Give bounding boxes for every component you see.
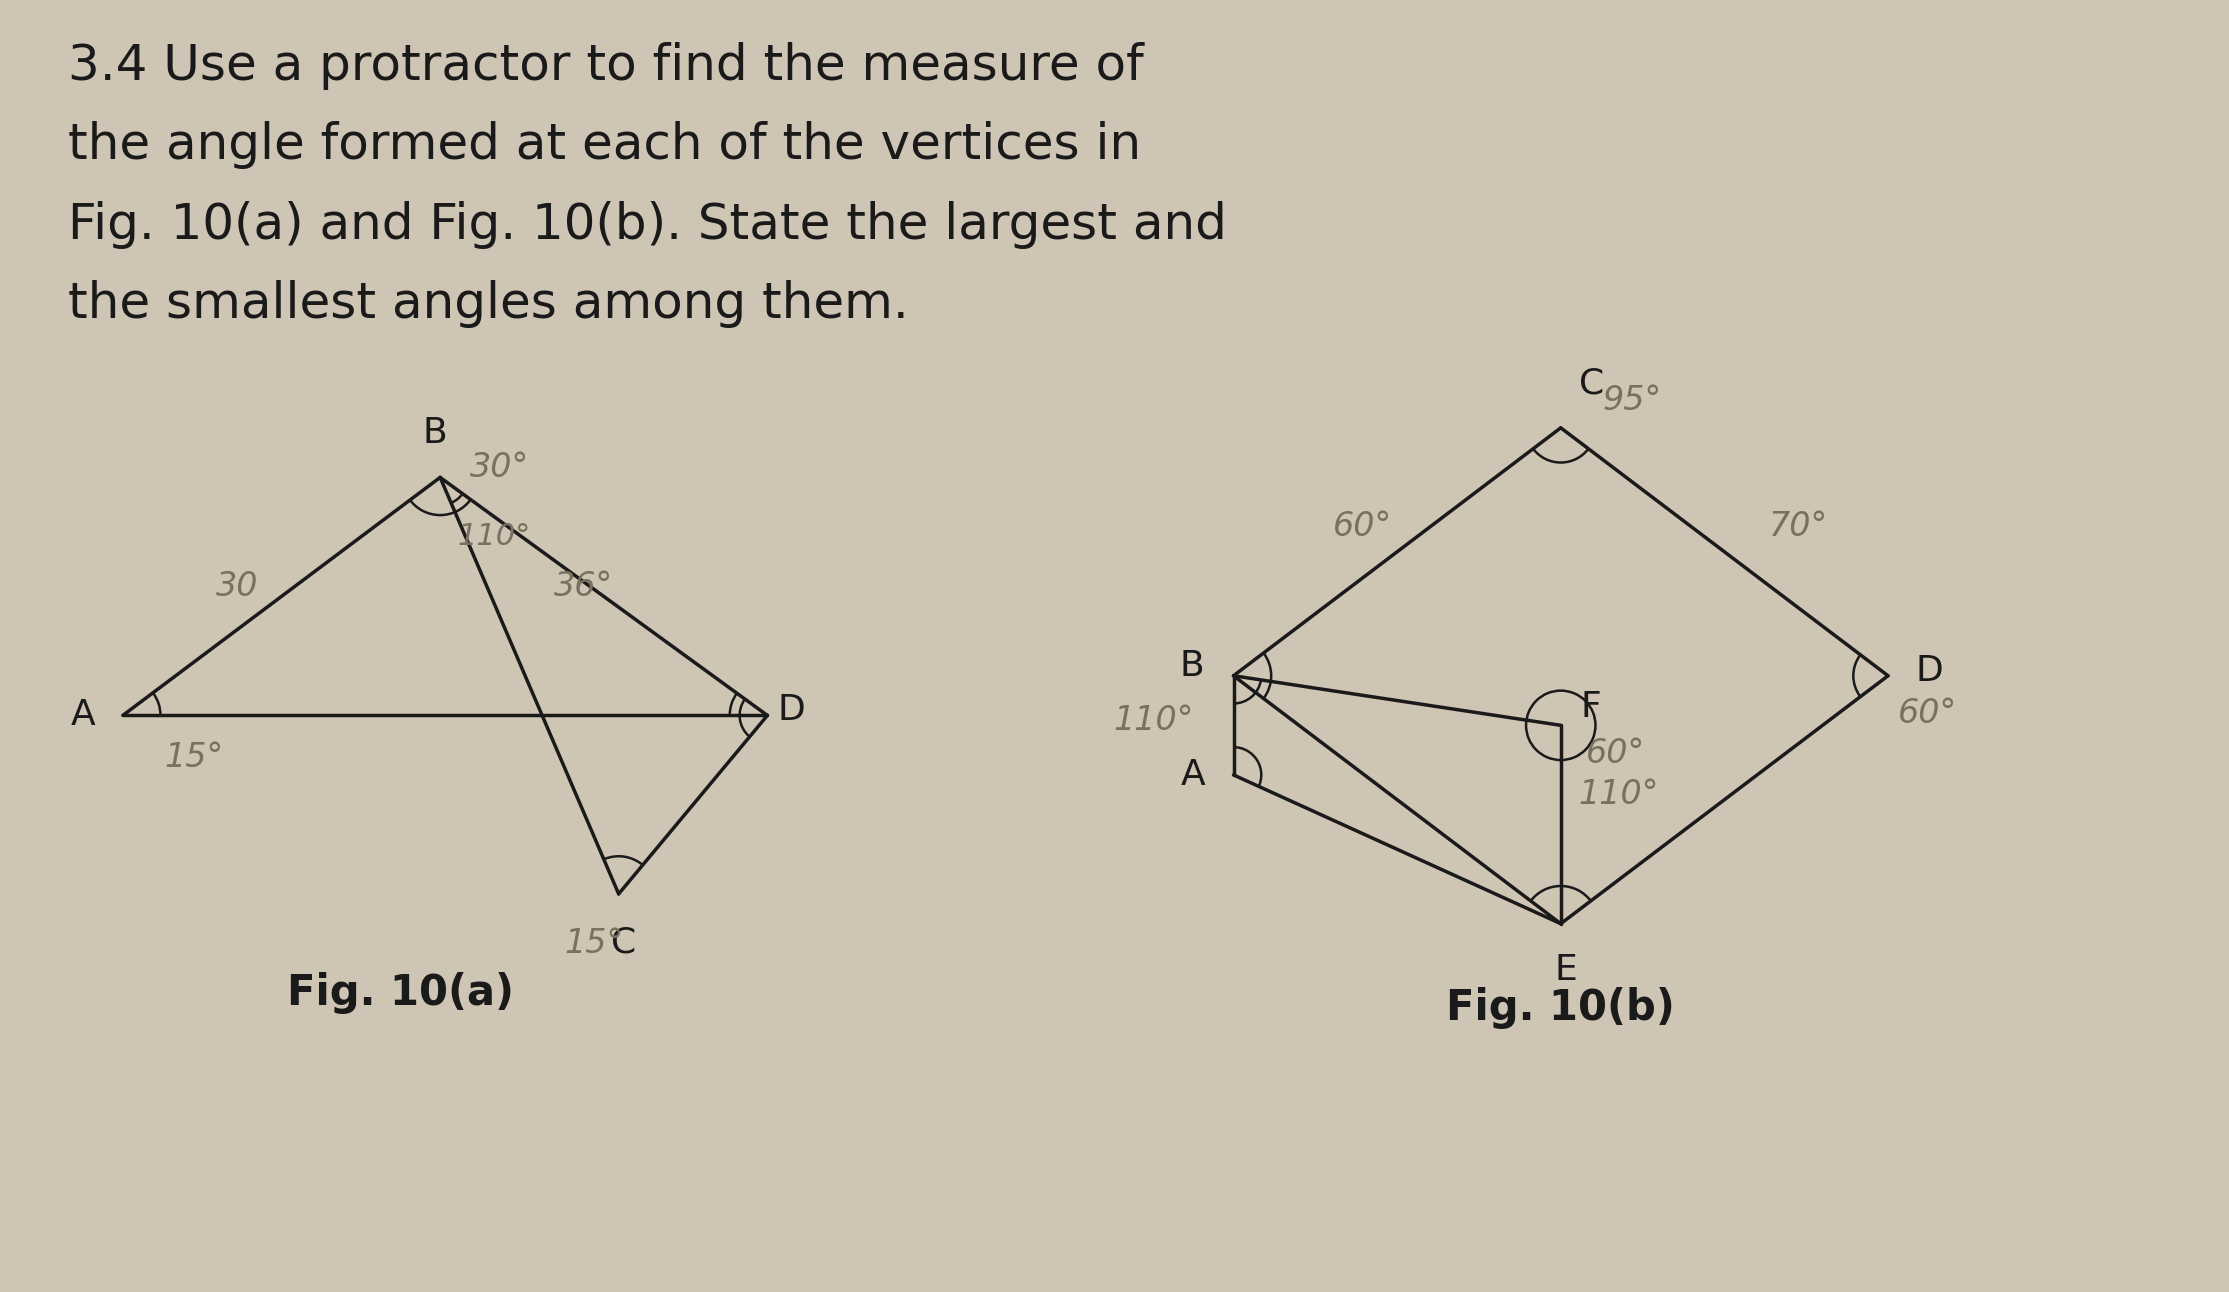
Text: 70°: 70° [1770, 510, 1828, 544]
Text: 110°: 110° [1112, 704, 1195, 736]
Text: 3.4 Use a protractor to find the measure of: 3.4 Use a protractor to find the measure… [69, 41, 1143, 90]
Text: 30: 30 [216, 570, 259, 603]
Text: F: F [1580, 690, 1600, 725]
Text: A: A [71, 699, 96, 733]
Text: the smallest angles among them.: the smallest angles among them. [69, 280, 909, 328]
Text: 36°: 36° [555, 570, 613, 603]
Text: D: D [778, 694, 805, 727]
Text: 60°: 60° [1897, 696, 1957, 730]
Text: 60°: 60° [1585, 736, 1645, 770]
Text: B: B [424, 416, 448, 450]
Text: Fig. 10(b): Fig. 10(b) [1447, 987, 1676, 1028]
Text: Fig. 10(a): Fig. 10(a) [288, 972, 515, 1014]
Text: the angle formed at each of the vertices in: the angle formed at each of the vertices… [69, 121, 1141, 169]
Text: C: C [1578, 366, 1605, 401]
Text: 15°: 15° [165, 740, 223, 774]
Text: 30°: 30° [470, 451, 528, 484]
Text: 95°: 95° [1603, 384, 1661, 416]
Text: A: A [1181, 758, 1206, 792]
Text: C: C [611, 925, 635, 960]
Text: 60°: 60° [1333, 510, 1393, 544]
Text: D: D [1915, 654, 1944, 687]
Text: Fig. 10(a) and Fig. 10(b). State the largest and: Fig. 10(a) and Fig. 10(b). State the lar… [69, 200, 1228, 248]
Text: 15°: 15° [564, 928, 624, 960]
Text: B: B [1179, 649, 1204, 683]
Text: E: E [1554, 953, 1578, 987]
Text: 110°: 110° [457, 522, 531, 552]
Text: 110°: 110° [1578, 778, 1658, 811]
